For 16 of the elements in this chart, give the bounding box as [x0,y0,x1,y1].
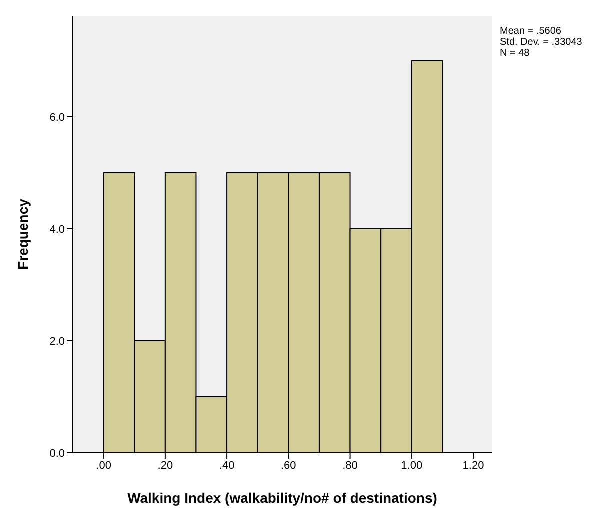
x-tick-label: .60 [281,460,296,472]
y-tick-label: 6.0 [50,112,65,124]
text: Std. Dev. = .33043 [500,37,582,48]
y-tick-label: 0.0 [50,448,65,460]
x-axis-title: Walking Index (walkability/no# of destinations) [128,490,438,506]
x-tick-label: .20 [158,460,174,472]
y-tick-label: 4.0 [50,224,65,236]
x-tick-label: 1.00 [401,460,423,472]
x-tick-label: .00 [96,460,112,472]
text: N = 48 [500,48,531,59]
x-tick-label: 1.20 [462,460,484,472]
y-axis-title: Frequency [14,198,31,270]
text: Mean = .5606 [500,26,562,37]
x-tick-label: .40 [219,460,235,472]
x-tick-label: .80 [342,460,358,472]
y-tick-label: 2.0 [50,336,65,348]
